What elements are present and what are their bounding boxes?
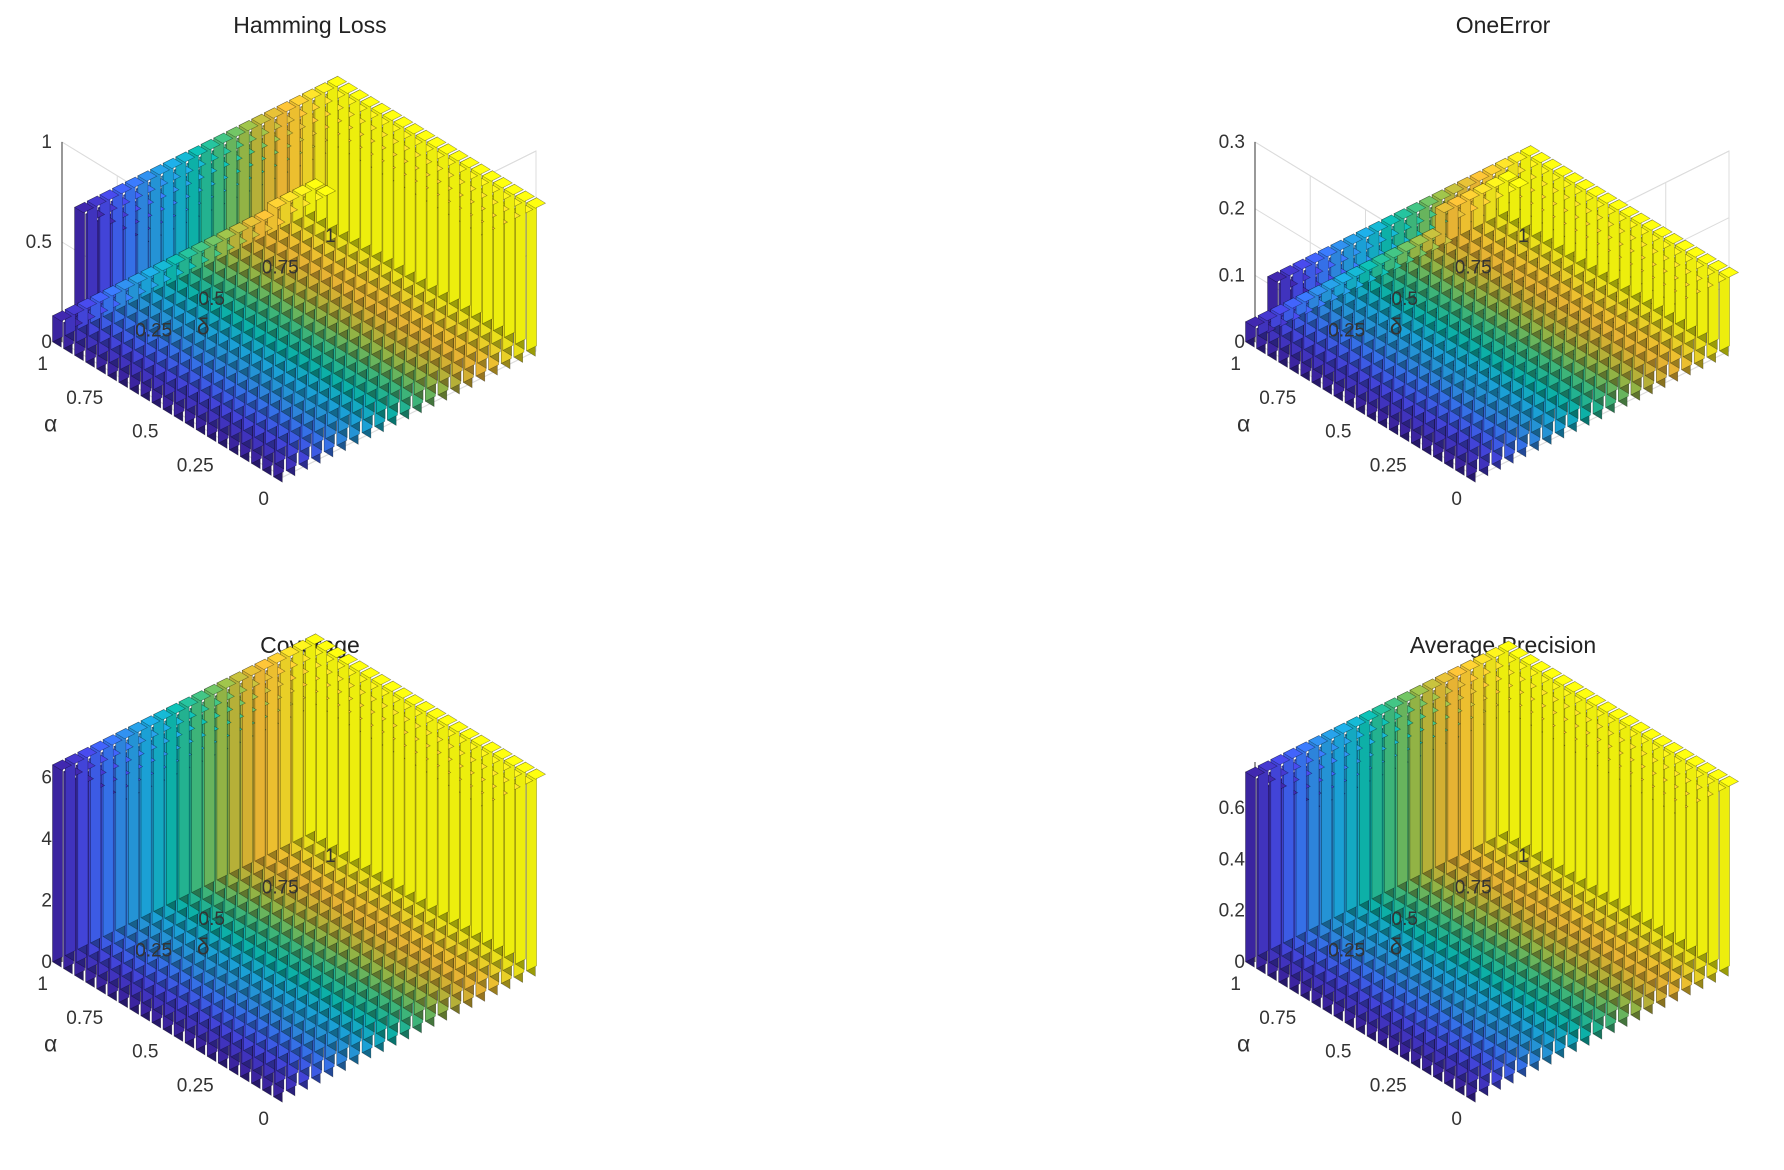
bar xyxy=(514,190,536,351)
oneerror-panel: OneError 0 0.1 0.2 0.3 0 0.25 0.5 0.75 1 0.25 0.5 0… xyxy=(1219,12,1740,510)
x-tick-label: 0.25 xyxy=(177,455,214,476)
x-tick-label: 0.75 xyxy=(66,388,103,409)
bar-front xyxy=(316,640,327,844)
bar-top xyxy=(481,170,502,182)
y-tick-label: 0.5 xyxy=(1392,289,1418,310)
z-tick-label: 0.2 xyxy=(1219,199,1245,220)
bar-front xyxy=(327,646,339,850)
bar xyxy=(459,156,480,317)
x-axis-label: α xyxy=(1237,411,1250,437)
panel-title: Hamming Loss xyxy=(233,12,386,38)
bar xyxy=(426,136,447,297)
bar-top xyxy=(437,143,458,155)
bar-front xyxy=(279,645,291,849)
bar-front xyxy=(470,734,482,938)
bar xyxy=(525,768,547,977)
bar-top xyxy=(503,183,524,196)
bar-front xyxy=(360,667,372,871)
bar xyxy=(481,170,502,330)
x-tick-label: 0 xyxy=(258,489,269,510)
bar-top xyxy=(371,102,392,115)
bar-front xyxy=(415,700,427,904)
hamming-loss-panel: Hamming Loss 00.5100.250.50.7510.250.50.… xyxy=(26,12,547,510)
bar-top xyxy=(448,150,469,162)
panel-title: OneError xyxy=(1456,12,1551,38)
y-tick-label: 0.75 xyxy=(1455,258,1492,279)
bar-top xyxy=(404,123,425,135)
z-tick-label: 0 xyxy=(41,332,52,353)
x-tick-label: 0.75 xyxy=(1259,388,1296,409)
bar-front xyxy=(437,714,449,918)
bar-front xyxy=(305,633,316,837)
bar-top xyxy=(525,197,547,209)
bar xyxy=(492,177,513,337)
bar xyxy=(415,129,436,290)
z-tick-label: 1 xyxy=(41,132,52,153)
y-axis-label: δ xyxy=(197,314,210,340)
bar-front xyxy=(482,741,493,945)
bar-front xyxy=(493,748,504,952)
bar-top xyxy=(382,109,403,121)
bar xyxy=(437,143,458,303)
bar-front xyxy=(292,639,304,843)
x-tick-label: 0.25 xyxy=(1370,455,1407,476)
bar-front xyxy=(267,652,278,856)
bar xyxy=(382,109,403,270)
bar-top xyxy=(459,156,480,169)
z-tick-label: 0.5 xyxy=(26,232,52,253)
y-tick-label: 0.5 xyxy=(199,289,225,310)
x-tick-label: 0 xyxy=(1451,489,1462,510)
z-tick-label: 0.3 xyxy=(1219,132,1245,153)
bar xyxy=(470,163,491,324)
y-tick-label: 1 xyxy=(1518,226,1529,247)
bar-front xyxy=(526,768,537,972)
bar-front xyxy=(349,660,361,864)
bar xyxy=(371,102,392,263)
bars xyxy=(1244,145,1740,483)
bar-front xyxy=(229,671,241,875)
bar-top xyxy=(514,190,536,202)
bar xyxy=(503,183,524,344)
y-tick-label: 0.25 xyxy=(135,321,172,342)
bar-front xyxy=(426,707,438,911)
bar xyxy=(393,116,414,276)
y-tick-label: 1 xyxy=(325,226,336,247)
bar-top xyxy=(415,129,436,142)
z-tick-label: 0 xyxy=(1234,332,1245,353)
bar xyxy=(404,123,425,283)
x-tick-label: 0.5 xyxy=(132,422,158,443)
bar-front xyxy=(371,673,383,877)
bar-front xyxy=(526,197,537,352)
bar-front xyxy=(404,694,416,898)
bar-front xyxy=(241,664,253,868)
y-axis-label: δ xyxy=(1390,314,1403,340)
x-tick-label: 1 xyxy=(37,354,48,375)
bar-front xyxy=(448,721,460,925)
bar xyxy=(448,150,469,310)
bar-front xyxy=(254,658,266,862)
x-tick-label: 0.5 xyxy=(1325,422,1351,443)
y-tick-label: 0.25 xyxy=(1328,321,1365,342)
bar-top xyxy=(393,116,414,128)
bar-front xyxy=(459,727,471,931)
bar-front xyxy=(515,761,526,965)
bar-top xyxy=(426,136,447,148)
bar-front xyxy=(382,680,394,884)
bars xyxy=(51,75,547,483)
bar-top xyxy=(492,177,513,189)
bar-front xyxy=(393,687,405,891)
x-tick-label: 1 xyxy=(1230,354,1241,375)
bar-front xyxy=(504,754,515,958)
bar xyxy=(525,197,547,357)
x-axis-label: α xyxy=(44,411,57,437)
z-tick-label: 0.1 xyxy=(1219,265,1245,286)
y-tick-label: 0.75 xyxy=(262,258,299,279)
bar-front xyxy=(216,677,228,881)
bar-front xyxy=(338,653,350,857)
bar-top xyxy=(470,163,491,175)
bars xyxy=(51,633,547,1103)
